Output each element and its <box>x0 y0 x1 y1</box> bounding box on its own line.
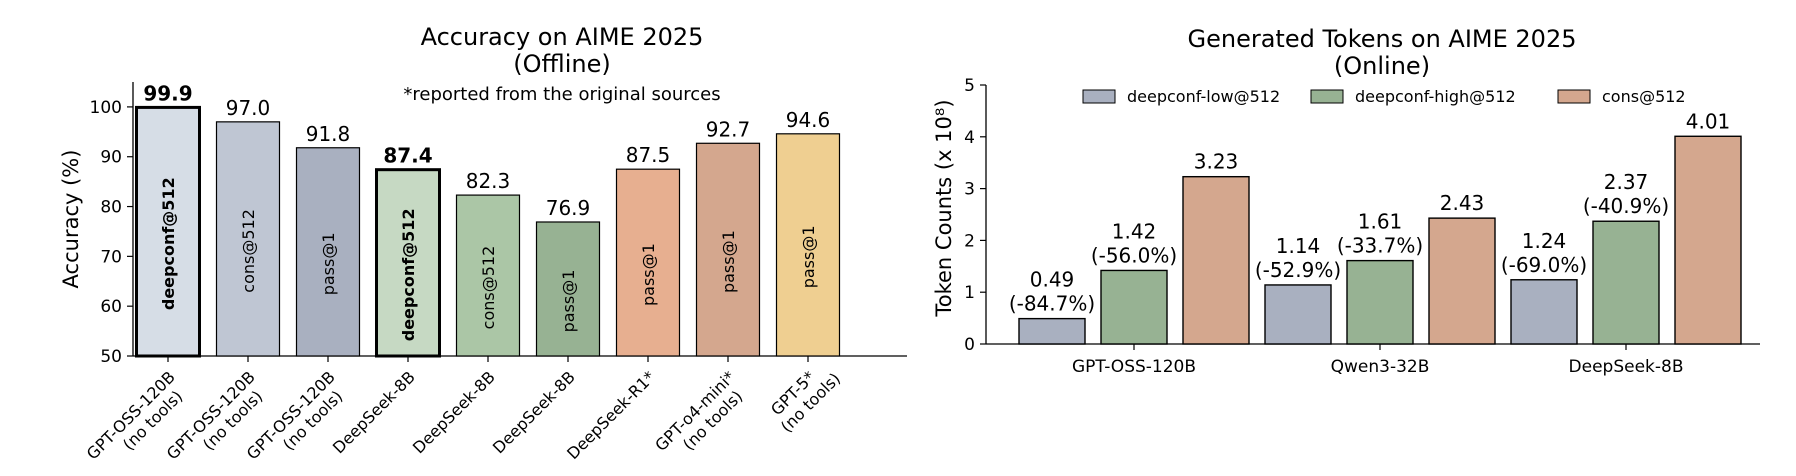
right-bar <box>1264 284 1332 345</box>
right-bar-value-label: 1.24 <box>1522 229 1567 253</box>
right-y-axis-label: Token Counts (x 10⁸) <box>932 99 956 317</box>
left-bar <box>775 133 841 357</box>
left-x-tick-label: GPT-o4-mini*(no tools) <box>651 367 752 468</box>
right-bar-value-label: 3.23 <box>1194 150 1239 174</box>
left-y-tick-label: 90 <box>100 148 122 168</box>
left-bar <box>135 105 201 358</box>
left-bar-value-label: 87.5 <box>626 143 671 167</box>
right-bar-value-label: 2.37 <box>1604 170 1649 194</box>
left-y-tick-label: 80 <box>100 198 122 218</box>
right-x-tick-label: DeepSeek-8B <box>1569 357 1684 377</box>
left-plot-area: 50 60 70 80 90 100 99.9 deepconf@512 GPT-OSS-120… <box>83 81 907 476</box>
right-bar-value-label: 0.49 <box>1030 268 1075 292</box>
right-y-tick-label: 5 <box>964 76 975 96</box>
right-bar-value-label: 2.43 <box>1440 191 1485 215</box>
right-bar-value-label: (-33.7%) <box>1337 234 1423 258</box>
left-bar-method-label: deepconf@512 <box>399 208 418 341</box>
left-x-tick-label: GPT-5*(no tools) <box>763 356 844 437</box>
left-y-tick-label: 70 <box>100 247 122 267</box>
left-bar <box>215 121 281 357</box>
legend-swatch <box>1557 89 1591 104</box>
left-bar-value-label: 87.4 <box>383 144 432 168</box>
left-x-tick-label: DeepSeek-8B <box>489 367 579 457</box>
left-y-tick-label: 60 <box>100 297 122 317</box>
left-bar-method-label: pass@1 <box>719 230 738 293</box>
left-bar-method-label: deepconf@512 <box>159 177 178 310</box>
left-bar-method-label: pass@1 <box>639 243 658 306</box>
right-x-tick-label: GPT-OSS-120B <box>1072 357 1196 377</box>
right-chart-subtitle: (Online) <box>1334 52 1430 80</box>
left-bar <box>535 221 601 357</box>
right-bar-value-label: (-84.7%) <box>1009 292 1095 316</box>
left-bar-method-label: cons@512 <box>239 209 258 293</box>
left-bar-value-label: 82.3 <box>466 169 511 193</box>
right-bar-value-label: (-40.9%) <box>1583 194 1669 218</box>
right-bar <box>1674 135 1742 345</box>
legend-label: deepconf-low@512 <box>1127 87 1280 106</box>
right-chart-title: Generated Tokens on AIME 2025 <box>1188 25 1577 53</box>
right-bar-value-label: 1.42 <box>1112 219 1157 243</box>
right-bar <box>1592 220 1660 345</box>
right-bar-value-label: (-69.0%) <box>1501 253 1587 277</box>
right-bar <box>1428 217 1496 345</box>
left-bar <box>375 168 441 358</box>
left-bar-value-label: 94.6 <box>786 108 831 132</box>
legend-swatch <box>1310 89 1344 104</box>
right-bar-value-label: 1.61 <box>1358 210 1403 234</box>
right-bar-value-label: (-52.9%) <box>1255 258 1341 282</box>
left-bar <box>295 147 361 357</box>
right-x-tick-label: Qwen3-32B <box>1331 357 1430 377</box>
right-y-tick-label: 4 <box>964 128 975 148</box>
left-bar <box>615 168 681 357</box>
right-y-tick-label: 3 <box>964 180 975 200</box>
right-y-tick-label: 0 <box>964 335 975 355</box>
left-bar <box>695 142 761 357</box>
right-bar-value-label: 1.14 <box>1276 234 1321 258</box>
left-x-tick-label: GPT-OSS-120B(no tools) <box>243 367 352 476</box>
left-bar-method-label: cons@512 <box>479 246 498 330</box>
left-chart-title: Accuracy on AIME 2025 <box>421 23 704 51</box>
left-x-tick-label: DeepSeek-8B <box>409 367 499 457</box>
left-y-tick-label: 100 <box>90 98 122 118</box>
left-bar-value-label: 99.9 <box>143 81 192 105</box>
left-bar-value-label: 76.9 <box>546 196 591 220</box>
right-bar-value-label: 4.01 <box>1686 109 1731 133</box>
left-bar <box>455 194 521 357</box>
right-plot-area: 0 1 2 3 4 5 deepconf-low@512 deepconf-high@512 c… <box>964 76 1760 377</box>
left-chart-annotation: *reported from the original sources <box>403 84 720 105</box>
left-bar-value-label: 92.7 <box>706 117 751 141</box>
right-bar <box>1510 279 1578 345</box>
left-bar-value-label: 91.8 <box>306 122 351 146</box>
right-bar <box>1346 259 1414 345</box>
right-bar <box>1100 269 1168 345</box>
left-x-tick-label-line: DeepSeek-8B <box>489 367 579 457</box>
left-chart-subtitle: (Offline) <box>513 50 610 78</box>
left-x-tick-label-line: DeepSeek-8B <box>409 367 499 457</box>
right-y-tick-label: 2 <box>964 231 975 251</box>
left-bar-value-label: 97.0 <box>226 96 271 120</box>
legend-label: deepconf-high@512 <box>1355 87 1516 106</box>
left-y-tick-label: 50 <box>100 347 122 367</box>
legend-swatch <box>1082 89 1116 104</box>
right-bar-value-label: (-56.0%) <box>1091 243 1177 267</box>
left-y-axis-label: Accuracy (%) <box>59 150 83 289</box>
right-bar <box>1182 175 1250 345</box>
right-y-tick-label: 1 <box>964 283 975 303</box>
left-x-tick-label-line: DeepSeek-8B <box>329 367 419 457</box>
left-bar-method-label: pass@1 <box>319 232 338 295</box>
legend-label: cons@512 <box>1602 87 1686 106</box>
left-x-tick-label: DeepSeek-8B <box>329 367 419 457</box>
left-bar-method-label: pass@1 <box>799 225 818 288</box>
right-bar <box>1018 317 1086 345</box>
left-bar-method-label: pass@1 <box>559 270 578 333</box>
